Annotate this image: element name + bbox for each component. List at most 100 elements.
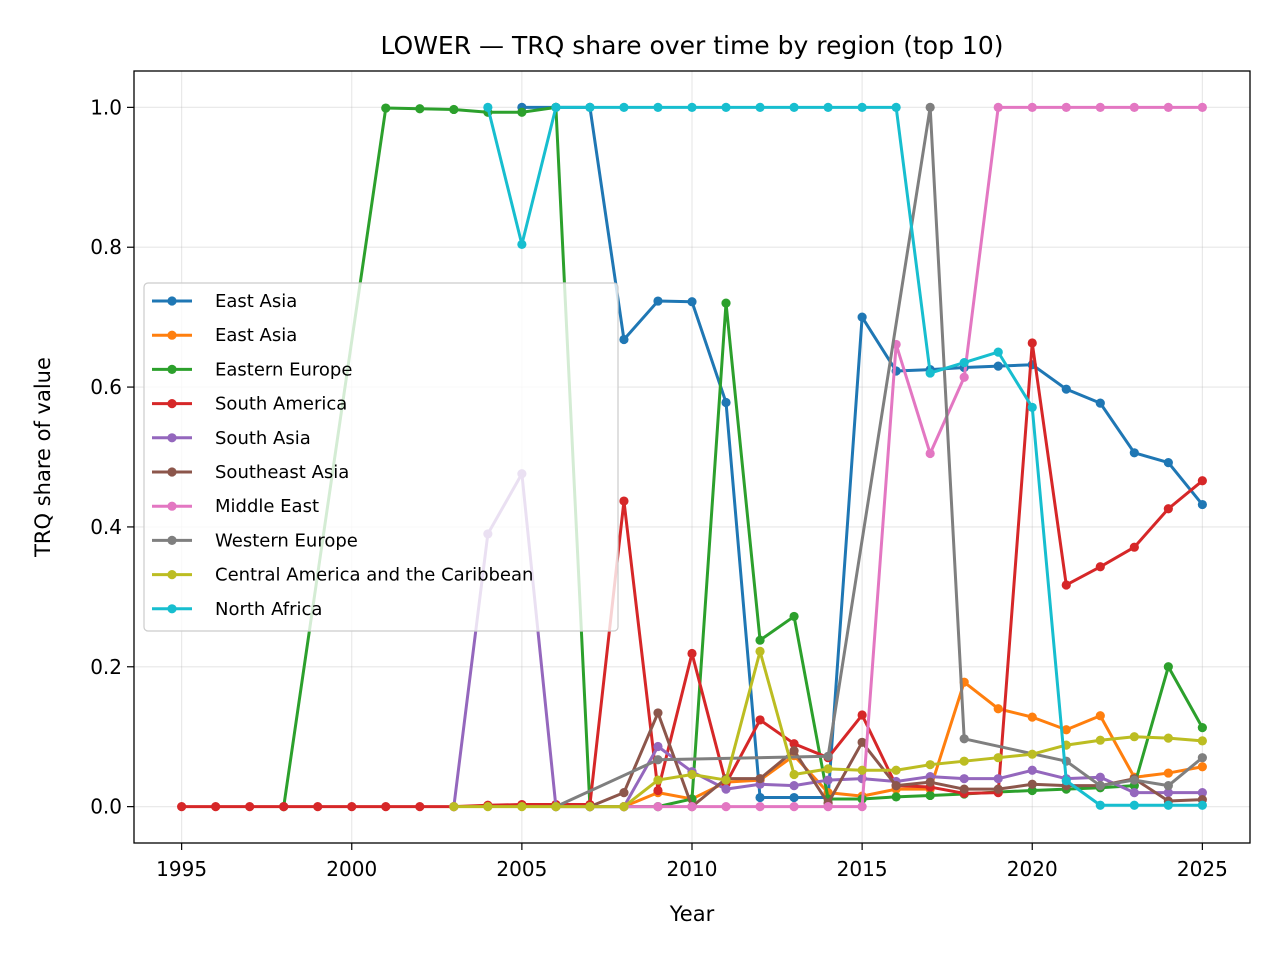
data-point [347,802,357,812]
data-point [381,103,391,113]
data-point [823,751,833,761]
data-point [619,802,629,812]
legend-label: Middle East [215,496,319,517]
legend-item: South America [152,394,347,415]
legend-marker [167,570,177,580]
legend-item: East Asia [152,291,297,312]
data-point [993,704,1003,714]
data-point [789,739,799,749]
data-point [721,397,731,408]
data-point [993,102,1003,112]
data-point [1027,785,1037,796]
legend-item: East Asia [152,325,297,346]
data-point [1197,476,1207,486]
data-point [993,753,1003,763]
data-point [619,102,629,112]
data-point [755,774,765,784]
data-point [279,802,289,812]
data-point [449,802,459,812]
data-point [721,802,731,812]
data-point [619,334,629,345]
series-8 [449,646,1207,812]
data-point [891,792,901,802]
y-tick-label: 0.0 [90,795,122,819]
data-point [1129,102,1139,112]
data-point [1027,712,1037,722]
legend-marker [167,433,177,443]
data-point [1163,662,1173,672]
data-point [925,760,935,770]
data-point [1027,338,1037,348]
data-point [1197,736,1207,746]
data-point [857,802,867,812]
data-point [483,102,493,112]
data-point [1163,788,1173,798]
data-point [1027,765,1037,775]
data-point [1061,725,1071,735]
data-point [1095,735,1105,745]
data-point [1129,775,1139,785]
legend-frame [143,282,619,632]
data-point [925,777,935,787]
data-point [1163,457,1173,468]
data-point [1129,732,1139,742]
x-axis-label: Year [669,902,715,926]
data-point [823,764,833,774]
data-point [857,102,867,112]
legend-label: Western Europe [215,530,358,551]
data-point [1197,723,1207,733]
data-point [755,715,765,725]
data-point [993,784,1003,794]
x-tick-label: 2015 [837,857,888,881]
data-point [1129,788,1139,798]
data-point [823,802,833,812]
data-point [959,372,969,382]
x-tick-label: 2005 [496,857,547,881]
data-point [1095,102,1105,112]
data-point [653,775,663,785]
legend: East Asia East Asia Eastern Europe South Am… [143,282,619,632]
data-point [1095,772,1105,782]
data-point [1095,562,1105,572]
series-line [554,105,1204,809]
data-point [789,802,799,812]
legend-item: Western Europe [152,530,358,551]
data-point [653,741,663,752]
y-tick-label: 0.6 [90,375,122,399]
data-point [517,107,527,117]
data-point [687,648,697,659]
data-point [721,102,731,112]
legend-item: South Asia [152,428,311,449]
data-point [585,102,595,112]
data-point [517,802,527,812]
data-point [993,774,1003,784]
data-point [789,792,799,803]
y-axis: 0.0 0.2 0.4 0.6 0.8 1.0 [90,95,134,819]
y-tick-label: 1.0 [90,95,122,119]
legend-item: Central America and the Caribbean [152,565,533,586]
data-point [687,297,697,307]
data-point [1027,779,1037,789]
data-point [381,802,391,812]
data-point [1095,398,1105,408]
data-point [619,496,629,506]
data-point [653,102,663,112]
data-point [1129,800,1139,810]
legend-label: South America [215,394,347,415]
data-point [653,755,663,765]
data-point [1197,788,1207,798]
data-point [789,769,799,780]
data-point [517,239,527,250]
data-point [959,784,969,794]
legend-label: Central America and the Caribbean [215,565,533,586]
legend-label: Southeast Asia [215,462,349,483]
data-point [1129,448,1139,458]
data-point [857,710,867,720]
data-point [1197,800,1207,810]
legend-label: North Africa [215,599,322,620]
series-line [282,105,1204,809]
legend-item: Southeast Asia [152,462,349,483]
x-tick-label: 2010 [667,857,718,881]
series-line [486,105,1204,807]
